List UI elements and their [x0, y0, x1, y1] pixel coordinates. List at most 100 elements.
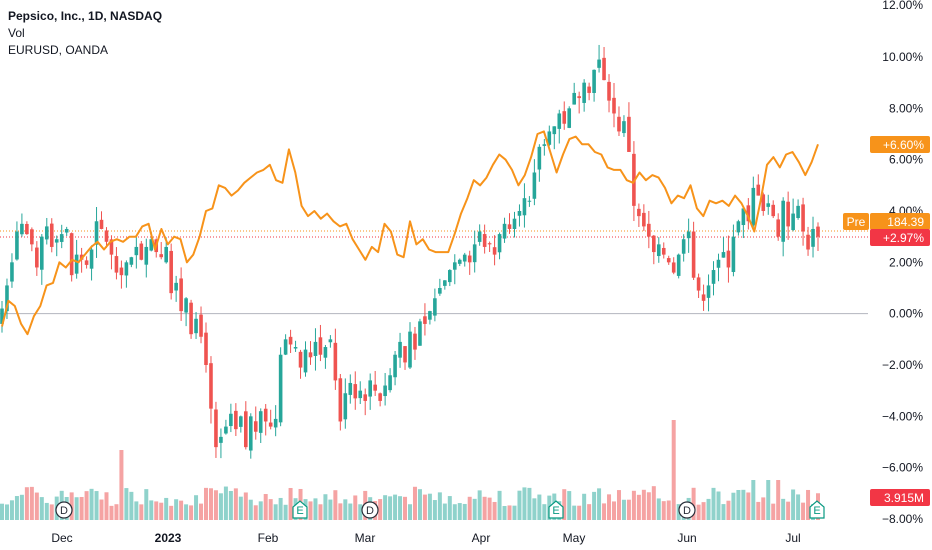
- volume-bar: [164, 497, 169, 520]
- candle-body: [383, 385, 387, 397]
- volume-bar: [74, 497, 79, 520]
- dividend-icon[interactable]: D: [678, 501, 696, 519]
- volume-bar: [338, 503, 343, 520]
- candle-body: [766, 203, 771, 207]
- volume-bar: [766, 480, 771, 520]
- volume-bar: [243, 492, 248, 520]
- candle-body: [408, 331, 412, 368]
- volume-bar: [34, 492, 39, 520]
- candle: [592, 69, 596, 102]
- volume-bar: [94, 491, 99, 520]
- event-letter: E: [552, 505, 559, 517]
- candle-body: [502, 223, 507, 239]
- candle-body: [477, 231, 482, 242]
- legend-symbol-title[interactable]: Pepsico, Inc., 1D, NASDAQ: [8, 9, 163, 23]
- volume-bar: [318, 504, 323, 520]
- candle-body: [791, 213, 795, 231]
- earnings-icon[interactable]: E: [809, 500, 825, 519]
- compare-pct-tag: [870, 136, 930, 153]
- volume-bar: [388, 496, 393, 520]
- volume-bar: [129, 491, 134, 520]
- candle-body: [144, 246, 149, 265]
- candle: [706, 274, 711, 312]
- volume-bar: [233, 488, 238, 520]
- candle: [547, 125, 552, 147]
- volume-bar: [512, 505, 517, 520]
- legend-compare-symbol[interactable]: EURUSD, OANDA: [8, 43, 109, 57]
- dividend-icon[interactable]: D: [361, 501, 379, 519]
- volume-bar: [149, 500, 154, 520]
- volume-bar: [502, 505, 507, 520]
- candle-body: [59, 234, 64, 242]
- candle-body: [204, 332, 208, 365]
- volume-bar: [482, 496, 487, 520]
- candle: [686, 218, 691, 253]
- price-tag: [870, 213, 930, 230]
- candle: [522, 183, 527, 228]
- candle: [517, 204, 522, 227]
- volume-bar: [4, 504, 9, 520]
- volume-bar: [422, 494, 427, 520]
- earnings-icon[interactable]: E: [292, 500, 308, 519]
- candle: [44, 217, 49, 245]
- candle: [652, 235, 656, 265]
- candle: [532, 159, 537, 206]
- volume-bar: [716, 491, 721, 520]
- candle-body: [656, 244, 661, 257]
- candle: [557, 109, 562, 144]
- candle-body: [159, 254, 164, 258]
- candle: [244, 401, 248, 450]
- candle-body: [15, 231, 19, 260]
- dividend-icon[interactable]: D: [55, 501, 73, 519]
- candle-body: [736, 221, 741, 233]
- candle: [194, 312, 198, 339]
- volume-bar: [452, 504, 457, 520]
- event-letter: D: [683, 505, 691, 517]
- candle: [49, 218, 54, 253]
- candle: [373, 370, 377, 396]
- candle: [268, 409, 273, 430]
- volume-bar: [348, 503, 353, 520]
- earnings-icon[interactable]: E: [548, 500, 564, 519]
- candle: [84, 256, 89, 269]
- candle-body: [44, 226, 49, 240]
- candle: [627, 102, 631, 152]
- event-letter: E: [296, 505, 303, 517]
- price-tags: +6.60% Pre 184.39 +2.97% 3.915M: [843, 136, 930, 506]
- candle-body: [806, 234, 810, 250]
- candle-body: [398, 341, 402, 358]
- candle-body: [652, 235, 656, 253]
- legend-volume-label[interactable]: Vol: [8, 26, 25, 40]
- candle: [796, 199, 800, 220]
- volume-bar: [283, 504, 288, 520]
- volume-bar: [268, 499, 273, 520]
- candle-body: [572, 92, 576, 105]
- volume-bar: [159, 502, 164, 520]
- candle-body: [253, 421, 258, 432]
- candle: [59, 224, 64, 249]
- volume-bar: [189, 505, 194, 520]
- volume-bar: [273, 504, 278, 520]
- candle: [74, 239, 79, 279]
- candle-body: [54, 239, 59, 243]
- volume-bar: [114, 504, 119, 520]
- candle: [487, 241, 492, 253]
- candle-body: [452, 262, 457, 270]
- volume-bar: [9, 500, 14, 520]
- candle: [731, 224, 736, 277]
- candle: [403, 346, 407, 370]
- candle: [537, 144, 542, 182]
- event-letter: D: [366, 505, 374, 517]
- candle: [477, 224, 482, 246]
- volume-bar: [626, 499, 631, 520]
- candle-body: [527, 200, 532, 202]
- candle: [696, 273, 701, 299]
- chart-legend: Pepsico, Inc., 1D, NASDAQ Vol EURUSD, OA…: [8, 8, 162, 59]
- candle-body: [209, 363, 213, 409]
- candle: [418, 318, 422, 346]
- candle-body: [84, 260, 89, 265]
- volume-bar: [701, 502, 706, 520]
- candle: [806, 226, 810, 256]
- candle: [69, 232, 74, 282]
